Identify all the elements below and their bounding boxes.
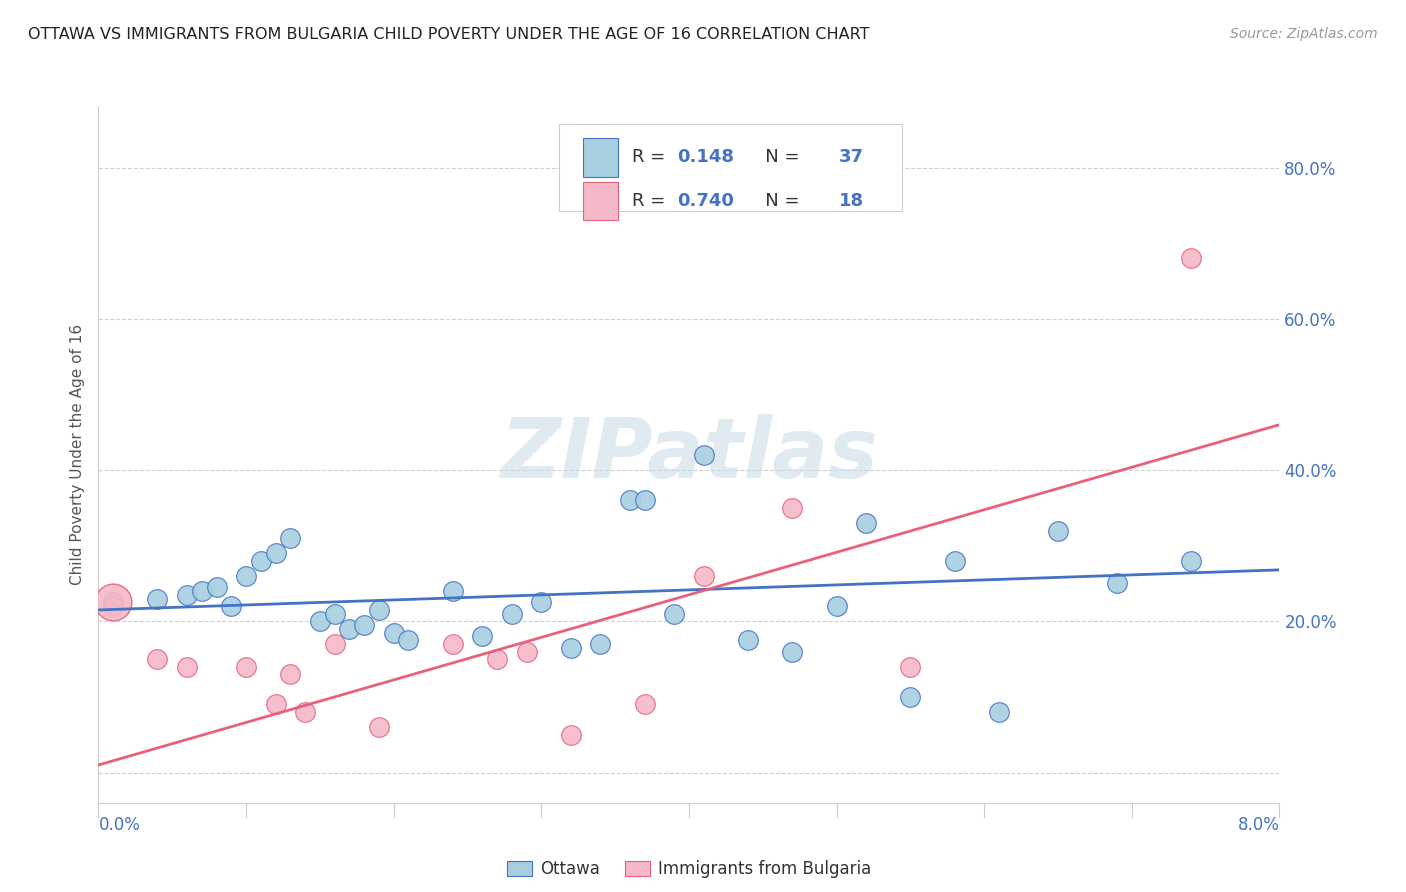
Point — [103, 595, 124, 609]
Point — [1105, 576, 1128, 591]
Point — [278, 667, 301, 681]
Point — [987, 705, 1010, 719]
Point — [337, 622, 360, 636]
Point — [737, 633, 759, 648]
Point — [693, 448, 716, 462]
Point — [530, 595, 553, 609]
Point — [264, 546, 287, 560]
Point — [441, 584, 464, 599]
Point — [219, 599, 242, 614]
Text: 0.740: 0.740 — [678, 192, 734, 210]
Point — [235, 659, 257, 673]
Point — [146, 591, 169, 606]
Point — [619, 493, 641, 508]
FancyBboxPatch shape — [560, 124, 901, 211]
Text: 18: 18 — [839, 192, 865, 210]
Point — [264, 698, 287, 712]
Point — [898, 659, 921, 673]
Point — [501, 607, 523, 621]
Text: N =: N = — [748, 148, 806, 167]
Point — [103, 595, 124, 609]
Point — [898, 690, 921, 704]
Point — [633, 493, 655, 508]
Point — [103, 599, 124, 614]
Point — [367, 603, 389, 617]
Point — [235, 569, 257, 583]
Point — [294, 705, 316, 719]
Point — [205, 580, 228, 594]
Point — [560, 728, 582, 742]
Point — [1046, 524, 1069, 538]
Point — [323, 637, 346, 651]
Point — [308, 615, 332, 629]
Text: ZIPatlas: ZIPatlas — [501, 415, 877, 495]
Point — [633, 698, 655, 712]
Text: 0.0%: 0.0% — [98, 816, 141, 834]
Point — [176, 588, 198, 602]
Point — [471, 629, 494, 643]
Point — [353, 618, 375, 632]
Y-axis label: Child Poverty Under the Age of 16: Child Poverty Under the Age of 16 — [69, 325, 84, 585]
Point — [323, 607, 346, 621]
Point — [560, 640, 582, 655]
Point — [1180, 554, 1202, 568]
Point — [782, 500, 804, 515]
Point — [382, 625, 405, 640]
Point — [146, 652, 169, 666]
Point — [1180, 252, 1202, 266]
Bar — [582, 138, 619, 177]
Text: 37: 37 — [839, 148, 863, 167]
Point — [943, 554, 966, 568]
Point — [855, 516, 877, 530]
Point — [782, 644, 804, 658]
Point — [396, 633, 419, 648]
Text: OTTAWA VS IMMIGRANTS FROM BULGARIA CHILD POVERTY UNDER THE AGE OF 16 CORRELATION: OTTAWA VS IMMIGRANTS FROM BULGARIA CHILD… — [28, 27, 870, 42]
Text: 8.0%: 8.0% — [1237, 816, 1279, 834]
Legend: Ottawa, Immigrants from Bulgaria: Ottawa, Immigrants from Bulgaria — [501, 854, 877, 885]
Text: 0.148: 0.148 — [678, 148, 734, 167]
Text: R =: R = — [633, 192, 671, 210]
Text: N =: N = — [748, 192, 806, 210]
Point — [825, 599, 848, 614]
Point — [589, 637, 612, 651]
Point — [176, 659, 198, 673]
Point — [367, 720, 389, 734]
Point — [441, 637, 464, 651]
Point — [278, 531, 301, 545]
Text: Source: ZipAtlas.com: Source: ZipAtlas.com — [1230, 27, 1378, 41]
Point — [191, 584, 214, 599]
Point — [664, 607, 686, 621]
Text: R =: R = — [633, 148, 671, 167]
Bar — [582, 182, 619, 220]
Point — [250, 554, 273, 568]
Point — [693, 569, 716, 583]
Point — [485, 652, 508, 666]
Point — [515, 644, 537, 658]
